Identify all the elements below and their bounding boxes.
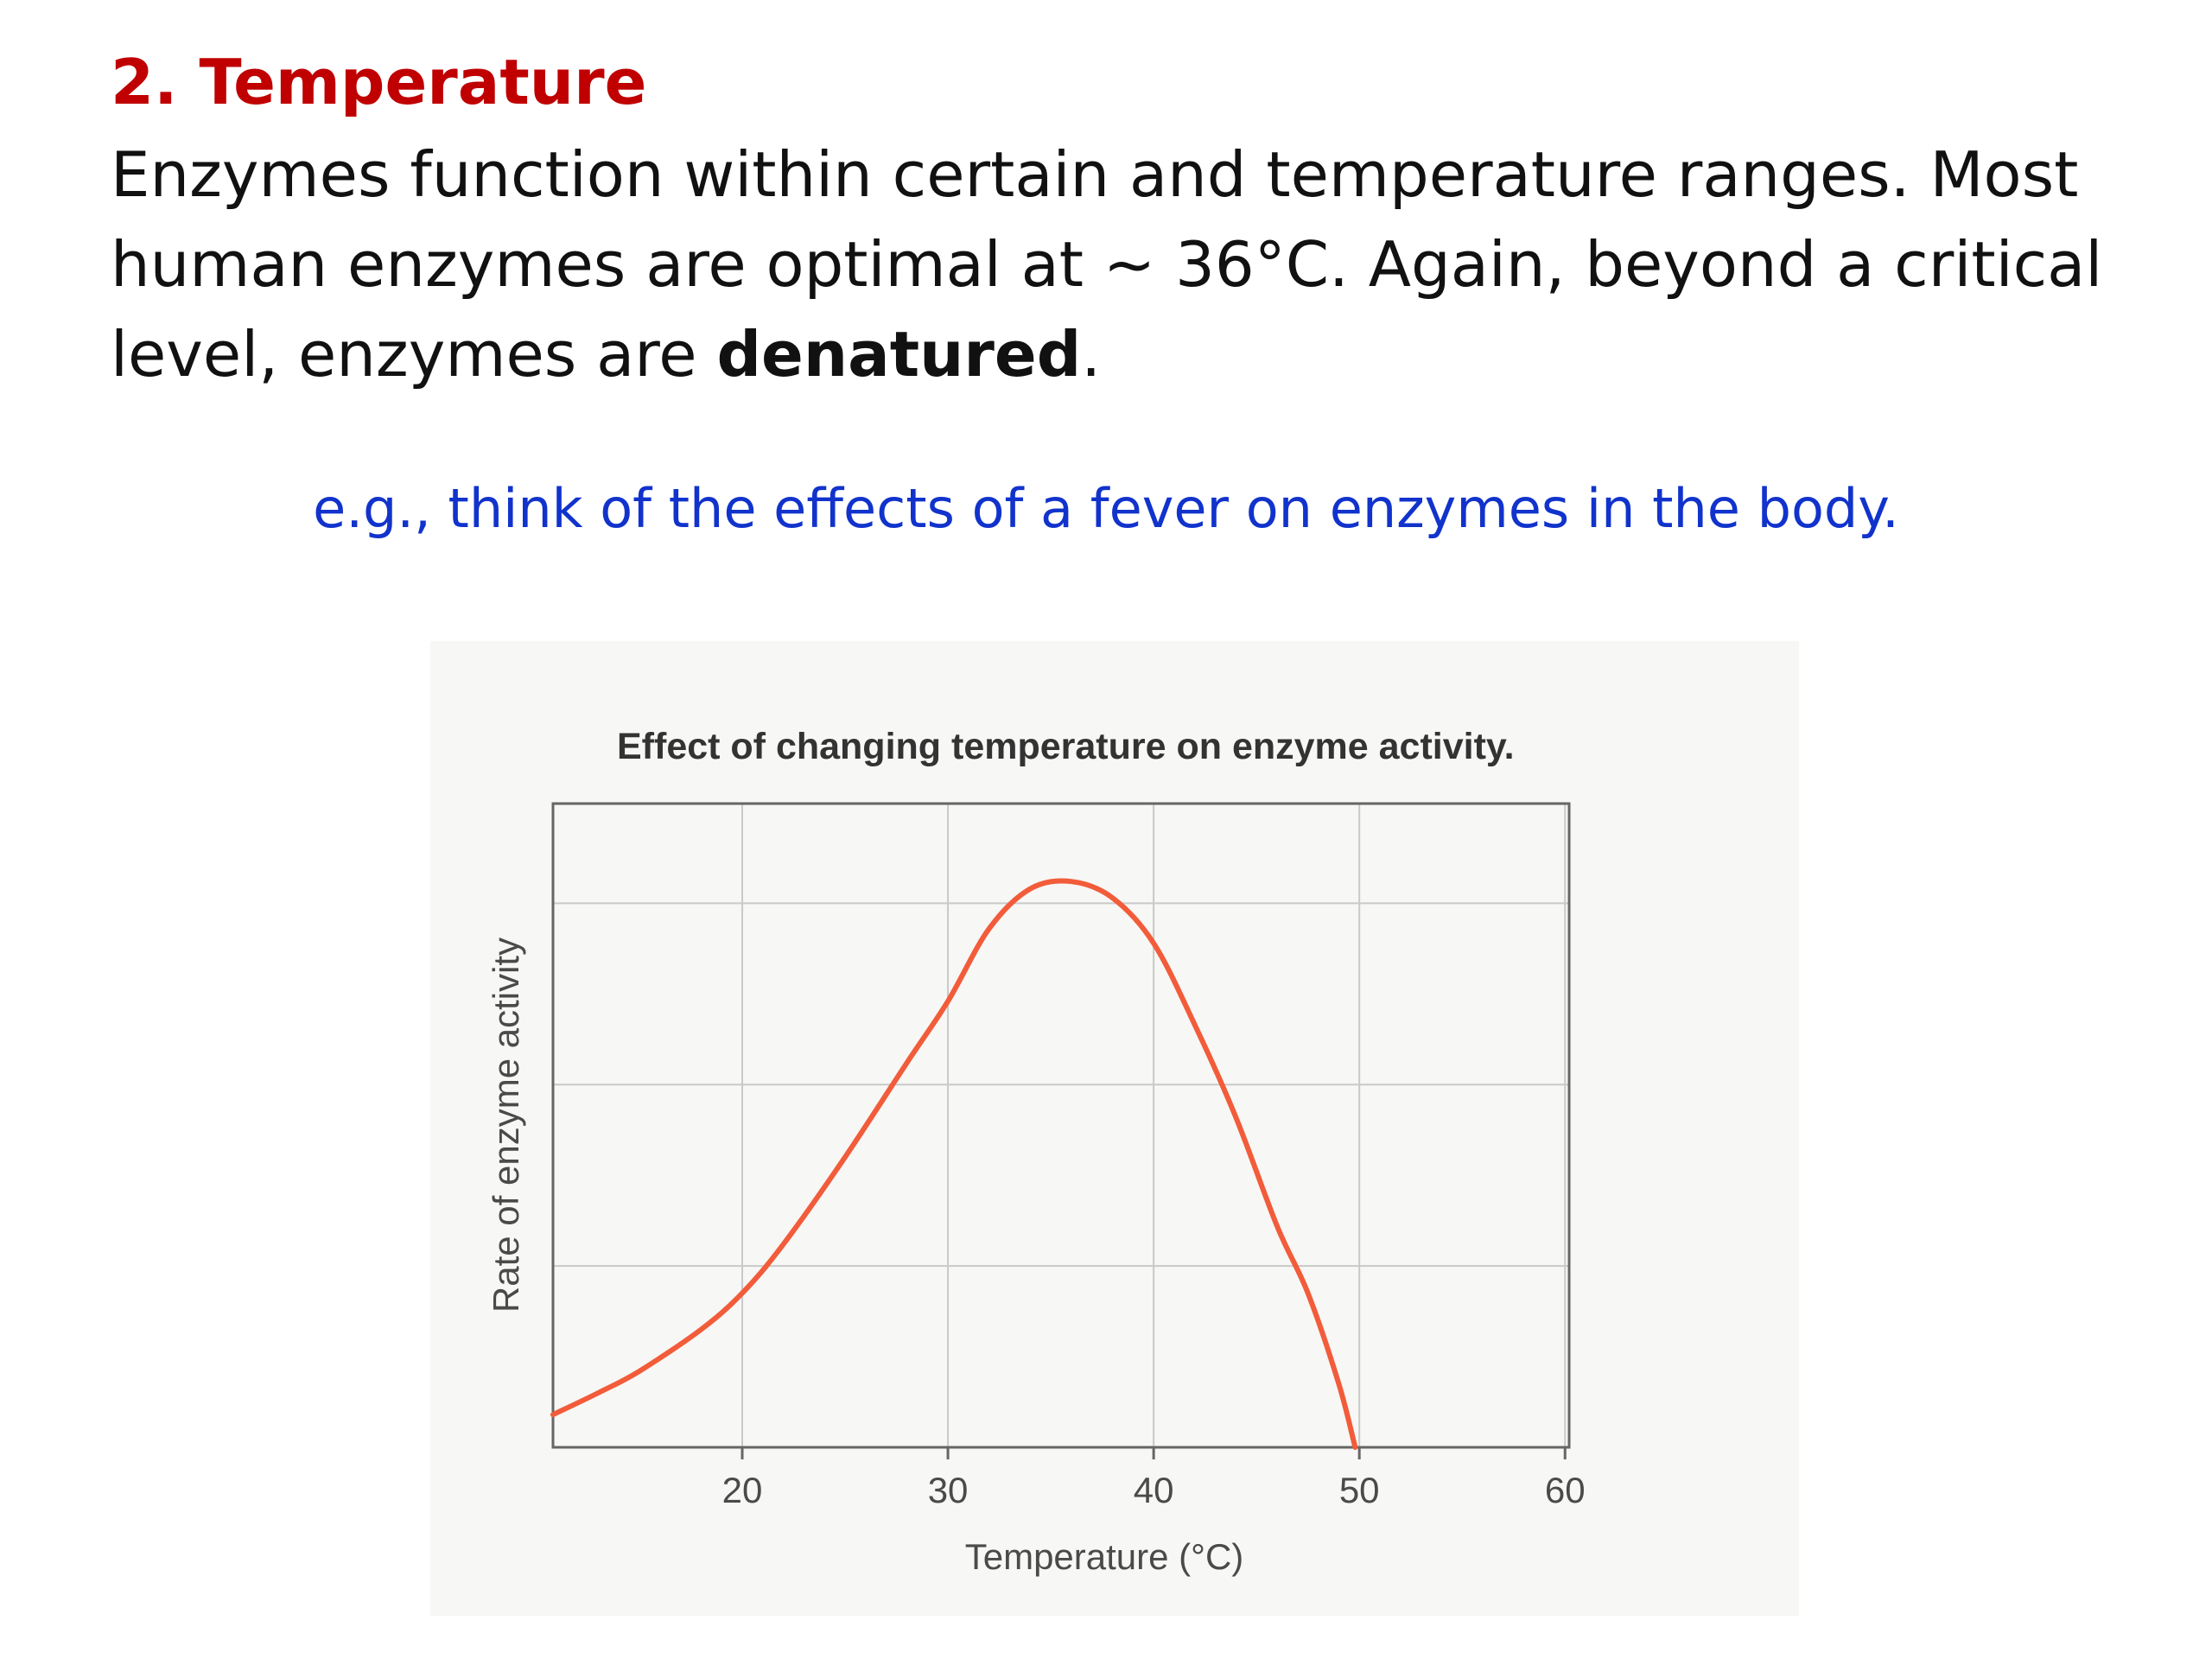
x-axis-ticks: 20 30 40 50 60	[722, 1447, 1586, 1510]
chart-title: Effect of changing temperature on enzyme…	[617, 726, 1515, 767]
enzyme-temperature-chart: Effect of changing temperature on enzyme…	[486, 726, 1586, 1577]
activity-curve	[550, 878, 1358, 1450]
chart-figure: Effect of changing temperature on enzyme…	[430, 641, 1799, 1616]
slide-heading: 2. Temperature	[111, 46, 647, 118]
body-line-1: Enzymes function within certain and temp…	[111, 138, 2079, 211]
x-tick-label: 50	[1339, 1470, 1380, 1510]
y-axis-label: Rate of enzyme activity	[486, 938, 526, 1313]
plot-frame	[551, 802, 1571, 1449]
body-line-2: human enzymes are optimal at ~ 36°C. Aga…	[111, 228, 2103, 301]
denatured-term: denatured	[716, 318, 1082, 391]
x-tick-label: 60	[1545, 1470, 1586, 1510]
slide-body-text: Enzymes function within certain and temp…	[111, 130, 2115, 399]
body-line-3-end: .	[1081, 318, 1102, 391]
chart-grid	[553, 804, 1569, 1447]
example-note: e.g., think of the effects of a fever on…	[313, 477, 1899, 540]
x-tick-label: 30	[928, 1470, 969, 1510]
x-tick-label: 20	[722, 1470, 763, 1510]
x-axis-label: Temperature (°C)	[965, 1536, 1244, 1577]
body-line-3-start: level, enzymes are	[111, 318, 717, 391]
body-line-3: level, enzymes are denatured.	[111, 309, 2115, 399]
x-tick-label: 40	[1134, 1470, 1174, 1510]
